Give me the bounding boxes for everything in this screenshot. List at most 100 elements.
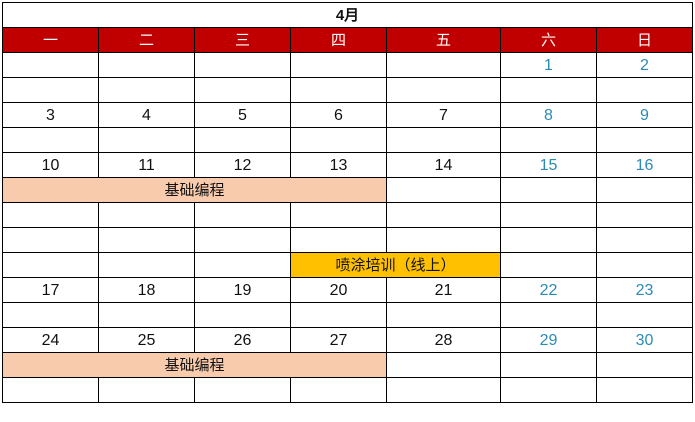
empty-cell[interactable] <box>386 77 501 103</box>
empty-cell[interactable] <box>596 302 693 328</box>
empty-cell[interactable] <box>386 202 501 228</box>
date-cell[interactable]: 1 <box>500 52 597 78</box>
date-cell[interactable]: 4 <box>98 102 195 128</box>
empty-cell[interactable] <box>500 177 597 203</box>
date-cell[interactable]: 14 <box>386 152 501 178</box>
date-cell[interactable]: 3 <box>2 102 99 128</box>
empty-cell[interactable] <box>386 352 501 378</box>
empty-cell[interactable] <box>290 52 387 78</box>
empty-cell[interactable] <box>290 77 387 103</box>
empty-cell[interactable] <box>596 127 693 153</box>
empty-cell[interactable] <box>290 227 387 253</box>
event-cell[interactable]: 基础编程 <box>2 177 387 203</box>
empty-cell[interactable] <box>98 252 195 278</box>
date-cell[interactable]: 13 <box>290 152 387 178</box>
date-cell[interactable]: 11 <box>98 152 195 178</box>
date-cell[interactable]: 28 <box>386 327 501 353</box>
date-cell[interactable]: 10 <box>2 152 99 178</box>
empty-cell[interactable] <box>194 252 291 278</box>
date-cell[interactable]: 23 <box>596 277 693 303</box>
empty-cell[interactable] <box>290 377 387 403</box>
empty-cell[interactable] <box>2 127 99 153</box>
empty-cell[interactable] <box>386 302 501 328</box>
empty-cell[interactable] <box>500 127 597 153</box>
empty-cell[interactable] <box>500 227 597 253</box>
empty-cell[interactable] <box>386 227 501 253</box>
date-cell[interactable]: 27 <box>290 327 387 353</box>
date-cell[interactable]: 19 <box>194 277 291 303</box>
empty-cell[interactable] <box>500 202 597 228</box>
empty-cell[interactable] <box>194 377 291 403</box>
empty-cell[interactable] <box>290 202 387 228</box>
empty-cell[interactable] <box>596 377 693 403</box>
empty-cell[interactable] <box>596 252 693 278</box>
empty-cell[interactable] <box>500 77 597 103</box>
empty-cell[interactable] <box>596 77 693 103</box>
empty-cell[interactable] <box>194 127 291 153</box>
weekday-header-cell[interactable]: 三 <box>194 27 291 53</box>
date-cell[interactable]: 8 <box>500 102 597 128</box>
weekday-header-cell[interactable]: 四 <box>290 27 387 53</box>
weekday-header-cell[interactable]: 一 <box>2 27 99 53</box>
empty-cell[interactable] <box>2 202 99 228</box>
empty-cell[interactable] <box>596 177 693 203</box>
empty-cell[interactable] <box>194 52 291 78</box>
empty-cell[interactable] <box>290 127 387 153</box>
empty-cell[interactable] <box>98 227 195 253</box>
date-cell[interactable]: 15 <box>500 152 597 178</box>
weekday-header-cell[interactable]: 六 <box>500 27 597 53</box>
date-cell[interactable]: 12 <box>194 152 291 178</box>
empty-cell[interactable] <box>2 52 99 78</box>
date-cell[interactable]: 24 <box>2 327 99 353</box>
date-cell[interactable]: 7 <box>386 102 501 128</box>
date-cell[interactable]: 21 <box>386 277 501 303</box>
empty-cell[interactable] <box>98 77 195 103</box>
empty-cell[interactable] <box>500 252 597 278</box>
empty-cell[interactable] <box>596 202 693 228</box>
date-cell[interactable]: 2 <box>596 52 693 78</box>
empty-cell[interactable] <box>194 202 291 228</box>
weekday-header-cell[interactable]: 日 <box>596 27 693 53</box>
empty-cell[interactable] <box>290 302 387 328</box>
event-cell[interactable]: 喷涂培训（线上） <box>290 252 501 278</box>
empty-cell[interactable] <box>386 377 501 403</box>
empty-cell[interactable] <box>194 77 291 103</box>
empty-cell[interactable] <box>2 252 99 278</box>
date-cell[interactable]: 26 <box>194 327 291 353</box>
empty-cell[interactable] <box>596 227 693 253</box>
date-cell[interactable]: 20 <box>290 277 387 303</box>
calendar-row <box>2 202 693 228</box>
date-cell[interactable]: 29 <box>500 327 597 353</box>
empty-cell[interactable] <box>500 352 597 378</box>
date-cell[interactable]: 25 <box>98 327 195 353</box>
empty-cell[interactable] <box>98 52 195 78</box>
date-cell[interactable]: 16 <box>596 152 693 178</box>
date-cell[interactable]: 9 <box>596 102 693 128</box>
empty-cell[interactable] <box>386 52 501 78</box>
empty-cell[interactable] <box>596 352 693 378</box>
empty-cell[interactable] <box>98 202 195 228</box>
date-cell[interactable]: 5 <box>194 102 291 128</box>
date-cell[interactable]: 17 <box>2 277 99 303</box>
empty-cell[interactable] <box>194 227 291 253</box>
empty-cell[interactable] <box>194 302 291 328</box>
empty-cell[interactable] <box>98 302 195 328</box>
empty-cell[interactable] <box>2 302 99 328</box>
empty-cell[interactable] <box>2 377 99 403</box>
date-cell[interactable]: 18 <box>98 277 195 303</box>
date-cell[interactable]: 6 <box>290 102 387 128</box>
date-cell[interactable]: 30 <box>596 327 693 353</box>
empty-cell[interactable] <box>2 227 99 253</box>
weekday-header-cell[interactable]: 五 <box>386 27 501 53</box>
empty-cell[interactable] <box>386 127 501 153</box>
empty-cell[interactable] <box>386 177 501 203</box>
weekday-header-cell[interactable]: 二 <box>98 27 195 53</box>
empty-cell[interactable] <box>2 77 99 103</box>
event-cell[interactable]: 基础编程 <box>2 352 387 378</box>
month-title[interactable]: 4月 <box>2 2 693 28</box>
empty-cell[interactable] <box>98 377 195 403</box>
empty-cell[interactable] <box>500 377 597 403</box>
empty-cell[interactable] <box>98 127 195 153</box>
date-cell[interactable]: 22 <box>500 277 597 303</box>
empty-cell[interactable] <box>500 302 597 328</box>
